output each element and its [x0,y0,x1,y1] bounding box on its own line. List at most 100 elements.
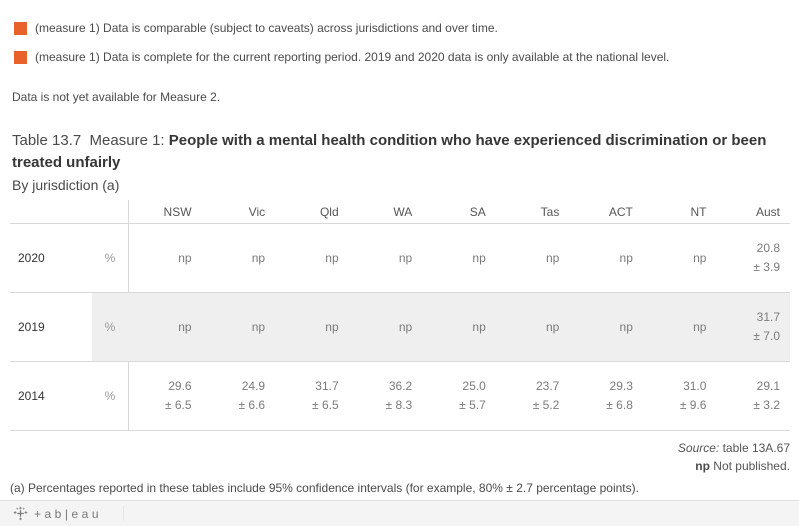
cell-2014-aust[interactable]: 29.1 ± 3.2 [716,362,790,430]
table-title-block: Table 13.7 Measure 1: People with a ment… [12,130,787,195]
cell-2019-sa[interactable]: np [422,293,496,361]
column-header-sa: SA [469,205,486,219]
orange-swatch-icon [14,22,27,35]
cell-value: np [251,250,266,265]
cell-ci: ± 3.9 [753,260,780,274]
measure2-notice: Data is not yet available for Measure 2. [12,90,221,104]
cell-value: 31.7 [315,379,339,393]
cell-2019-vic[interactable]: np [201,293,276,361]
cell-ci: ± 9.6 [679,398,707,412]
cell-value: np [178,250,192,265]
cell-2020-nsw[interactable]: np [128,224,202,292]
row-year-label: 2019 [10,293,92,361]
cell-2014-vic[interactable]: 24.9 ± 6.6 [202,362,276,430]
header-unit-spacer [92,200,128,223]
np-definition: Not published. [709,459,790,473]
cell-value: 23.7 [535,379,560,393]
cell-ci: ± 6.5 [312,398,339,412]
cell-value: 24.9 [241,379,266,393]
cell-value: np [619,319,633,334]
cell-2020-tas[interactable]: np [496,224,570,292]
column-header-aust: Aust [755,205,780,219]
cell-ci: ± 8.3 [385,398,413,412]
cell-2020-nt[interactable]: np [643,224,717,292]
cell-value: np [472,250,486,265]
cell-value: 31.7 [756,310,780,324]
cell-2014-nsw[interactable]: 29.6 ± 6.5 [128,362,202,430]
cell-2020-qld[interactable]: np [275,224,349,292]
table-row-2019: 2019 % np np np np np np np np 31.7 ± 7.0 [10,293,790,362]
cell-2020-vic[interactable]: np [202,224,276,292]
cell-2014-nt[interactable]: 31.0 ± 9.6 [643,362,717,430]
cell-2020-aust[interactable]: 20.8 ± 3.9 [716,224,790,292]
data-table: NSW Vic Qld WA SA Tas ACT NT Aust 2020 %… [10,200,790,431]
column-header-wa: WA [393,205,413,219]
row-unit-label: % [92,293,128,361]
table-row-2020: 2020 % np np np np np np np np 20.8 ± 3.9 [10,224,790,293]
cell-2019-act[interactable]: np [569,293,643,361]
row-year-label: 2014 [18,389,45,403]
cell-value: np [472,319,486,334]
table-subtitle: By jurisdiction (a) [12,177,120,193]
row-unit-label: % [104,389,116,403]
column-header-qld: Qld [319,205,339,219]
cell-2019-tas[interactable]: np [495,293,570,361]
cell-value: np [398,250,413,265]
cell-2019-qld[interactable]: np [275,293,349,361]
legend-item-comparability: (measure 1) Data is comparable (subject … [14,21,785,36]
tableau-toolbar: +ab|eau [0,500,799,526]
cell-value: np [178,319,192,334]
tableau-glyph-icon [13,506,28,521]
legend-item-completeness: (measure 1) Data is complete for the cur… [14,50,785,65]
cell-2014-qld[interactable]: 31.7 ± 6.5 [275,362,349,430]
legend-label: (measure 1) Data is complete for the cur… [35,50,670,64]
table-header-row: NSW Vic Qld WA SA Tas ACT NT Aust [10,200,790,224]
cell-2019-nt[interactable]: np [642,293,717,361]
cell-2020-act[interactable]: np [569,224,643,292]
cell-value: np [693,250,707,265]
cell-2014-act[interactable]: 29.3 ± 6.8 [569,362,643,430]
np-line: np Not published. [10,457,790,475]
cell-value: np [619,250,633,265]
table-number-label: Table 13.7 Measure 1: [12,132,169,149]
cell-ci: ± 6.5 [164,398,192,412]
cell-value: np [693,319,707,334]
table-title: Table 13.7 Measure 1: People with a ment… [12,130,787,174]
column-header-tas: Tas [540,205,560,219]
tableau-wordmark: +ab|eau [34,506,102,521]
cell-2019-wa[interactable]: np [348,293,423,361]
cell-2014-tas[interactable]: 23.7 ± 5.2 [496,362,570,430]
cell-value: 31.0 [683,379,707,393]
cell-2014-sa[interactable]: 25.0 ± 5.7 [422,362,496,430]
cell-ci: ± 7.0 [753,329,780,343]
cell-value: 29.6 [168,379,192,393]
header-year-spacer [10,200,92,223]
row-year-label: 2020 [18,251,45,265]
cell-ci: ± 6.8 [606,398,633,412]
cell-2014-wa[interactable]: 36.2 ± 8.3 [349,362,423,430]
cell-value: 25.0 [462,379,486,393]
tableau-logo[interactable]: +ab|eau [13,506,102,521]
cell-value: np [398,319,413,334]
cell-2020-wa[interactable]: np [349,224,423,292]
legend-label: (measure 1) Data is comparable (subject … [35,21,498,35]
cell-2019-nsw[interactable]: np [128,293,202,361]
cell-ci: ± 5.2 [532,398,560,412]
cell-value: 29.1 [756,379,780,393]
cell-2019-aust[interactable]: 31.7 ± 7.0 [716,293,790,361]
row-unit-label: % [104,251,116,265]
column-header-vic: Vic [248,205,266,219]
column-header-act: ACT [608,205,633,219]
measure-title: People with a mental health condition wh… [12,132,767,171]
toolbar-divider [123,506,124,521]
cell-ci: ± 5.7 [459,398,486,412]
cell-2020-sa[interactable]: np [422,224,496,292]
np-abbr: np [695,459,710,473]
source-notes: Source: table 13A.67 np Not published. [10,439,790,475]
cell-value: 36.2 [388,379,413,393]
source-label: Source: [677,441,720,455]
column-header-nt: NT [690,205,707,219]
source-line: Source: table 13A.67 [10,439,790,457]
cell-value: np [325,319,339,334]
